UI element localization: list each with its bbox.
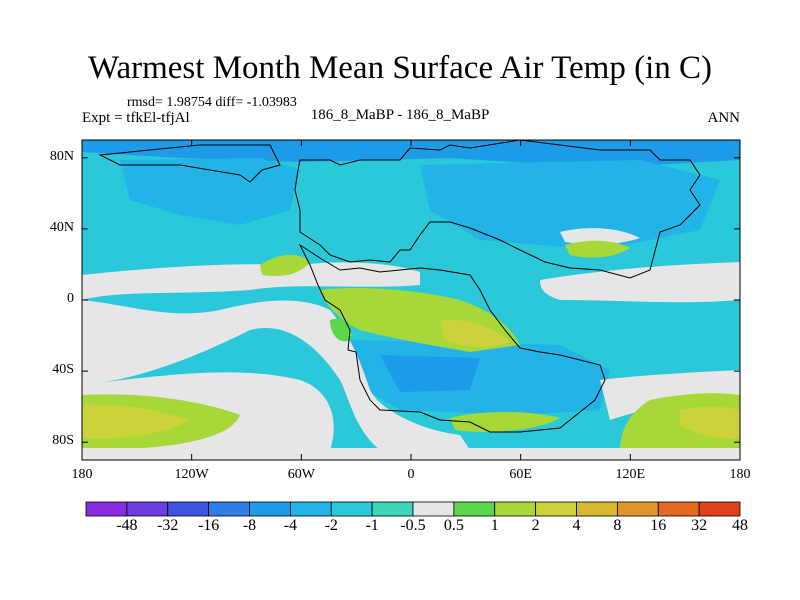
colorbar-swatch [412, 501, 455, 517]
lat-tick-label: 40N [49, 219, 74, 235]
colorbar-swatch [576, 501, 618, 517]
asia-warm-spot [565, 240, 630, 258]
south-tropical-zero-band [82, 300, 470, 450]
colorbar [85, 501, 741, 517]
lon-tick-label: 120W [174, 467, 209, 482]
colorbar-label: -1 [365, 517, 379, 534]
colorbar-label: 2 [531, 517, 540, 534]
colorbar-swatch [494, 501, 537, 517]
map-field [82, 140, 740, 460]
colorbar-swatch [167, 501, 210, 517]
southeast-warm-core [680, 406, 740, 439]
south-indian-zero-band [600, 370, 740, 420]
colorbar-swatch [85, 501, 128, 517]
colorbar-label: -4 [283, 517, 298, 534]
lat-tick-label: 80S [52, 433, 74, 449]
colorbar-label: -2 [324, 517, 338, 534]
colorbar-swatch [289, 501, 332, 517]
lon-tick-label: 0 [407, 467, 415, 482]
southern-outline [298, 243, 606, 433]
western-island-outline [98, 144, 281, 183]
lon-tick-label: 180 [729, 467, 751, 482]
southwest-warm-core [82, 404, 190, 439]
experiment-label: Expt = tfkEl-tfjAl [82, 110, 190, 126]
axis-tick-marks [81, 140, 741, 460]
colorbar-swatch [249, 501, 291, 517]
colorbar-label: 48 [732, 517, 748, 534]
colorbar-swatch [208, 501, 250, 517]
east-asia-zero-band [540, 262, 740, 303]
colorbar-swatch [657, 501, 700, 517]
west-coast-warm-spot [330, 318, 352, 342]
lon-tick-label: 60E [509, 467, 532, 482]
colorbar-label: 1 [490, 517, 499, 534]
asia-cool-region [420, 160, 720, 250]
colorbar-label: 32 [691, 517, 708, 534]
lon-tick-label: 120E [615, 467, 646, 482]
lat-tick-label: 80N [49, 148, 74, 164]
colorbar-swatch [535, 501, 577, 517]
colorbar-label: -0.5 [400, 517, 426, 534]
colorbar-swatch [330, 501, 373, 517]
lat-tick-label: 0 [67, 291, 74, 306]
colorbar-label: 0.5 [443, 517, 464, 534]
colorbar-label: -16 [197, 517, 220, 534]
western-warm-spot [260, 254, 310, 277]
lon-tick-label: 60W [287, 467, 315, 482]
lon-tick-label: 180 [71, 467, 93, 482]
lat-tick-label: 40S [52, 362, 74, 378]
colorbar-swatch [698, 501, 741, 517]
central-warm-core [440, 319, 510, 348]
rmsd-diff-stats: rmsd= 1.98754 diff= -1.03983 [127, 95, 297, 110]
colorbar-label: -32 [157, 517, 179, 534]
season-label: ANN [707, 110, 741, 126]
central-cool-region [380, 355, 480, 392]
period-label: 186_8_MaBP - 186_8_MaBP [310, 107, 490, 123]
north-tropical-zero-band [82, 262, 420, 300]
colorbar-label: -48 [116, 517, 138, 534]
north-america-cool-region [120, 158, 300, 225]
plot-title: Warmest Month Mean Surface Air Temp (in … [87, 50, 713, 86]
colorbar-swatch [453, 501, 496, 517]
south-central-warm-region [450, 412, 560, 432]
colorbar-swatch [126, 501, 169, 517]
colorbar-label: -8 [242, 517, 257, 534]
colorbar-label: 16 [650, 517, 667, 534]
continent-outline [294, 140, 701, 279]
colorbar-swatch [371, 501, 414, 517]
colorbar-label: 4 [572, 517, 581, 534]
east-asia-upper-zero-band [560, 228, 640, 245]
colorbar-swatch [616, 501, 659, 517]
colorbar-label: 8 [613, 517, 622, 534]
